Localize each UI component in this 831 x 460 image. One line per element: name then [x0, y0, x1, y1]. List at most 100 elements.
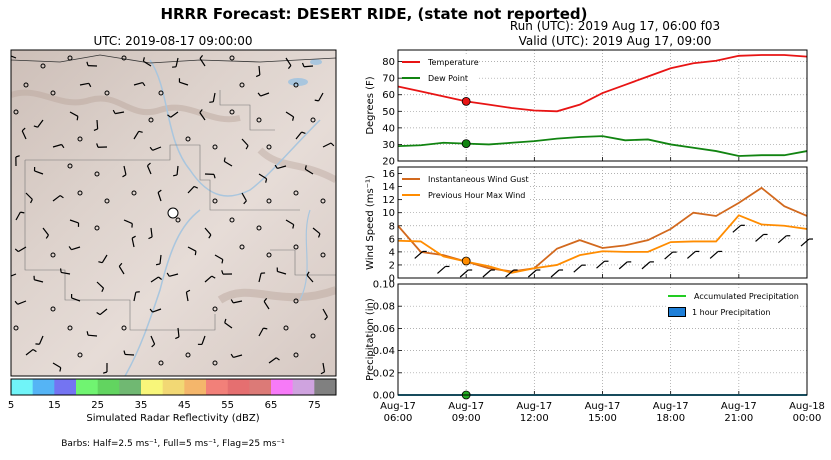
colorbar-tick-label: 75 [308, 400, 321, 411]
legend-swatch [668, 307, 686, 317]
wind-barb-flag [245, 145, 249, 150]
panel-wind-barb [527, 269, 537, 278]
calm-circle [256, 117, 262, 123]
calm-circle [158, 90, 164, 96]
x-tick-date: Aug-17 [448, 401, 484, 412]
wind-barb [150, 227, 153, 238]
wind-barb-flag [194, 251, 197, 256]
wind-barb-flag [223, 157, 226, 162]
calm-circle [293, 82, 299, 88]
wind-barb-flag [138, 130, 143, 133]
panel-wind-barb [550, 269, 560, 278]
wind-barb-flag [224, 318, 227, 323]
station-marker [167, 207, 179, 219]
wind-barb-flag [208, 234, 212, 239]
calm-circle [175, 217, 181, 223]
wind-barb-flag [59, 268, 62, 273]
wind-barb [233, 300, 243, 304]
y-tick-label: 70 [382, 74, 395, 85]
wind-barb [25, 192, 33, 200]
river [299, 209, 311, 301]
wind-barb-flag [292, 116, 295, 121]
y-tick-label: 20 [382, 157, 395, 168]
wind-barb [204, 227, 212, 236]
river [124, 209, 201, 376]
colorbar-cell [97, 379, 120, 395]
wind-barb [176, 165, 179, 176]
legend-wind-gust: Instantaneous Wind Gust [428, 174, 529, 184]
legend-hourly-precip: 1 hour Precipitation [692, 307, 771, 317]
y-tick-label: 0.02 [373, 368, 395, 379]
wind-barb-flag [157, 189, 162, 193]
wind-barb [52, 362, 62, 369]
wind-barb [11, 55, 17, 59]
map-frame [10, 49, 337, 377]
calm-circle [266, 252, 272, 258]
wind-barb-flag [98, 261, 103, 264]
wind-barb-flag [45, 234, 49, 239]
x-tick-time: 06:00 [384, 413, 413, 424]
wind-barb [241, 192, 247, 202]
wind-barb [34, 279, 44, 283]
calm-circle [131, 190, 137, 196]
calm-circle [293, 244, 299, 250]
wind-barb-flag [166, 272, 170, 277]
wind-barb-flag [148, 236, 153, 240]
run-label: Run (UTC): 2019 Aug 17, 06:00 f03 [510, 19, 720, 33]
panel-wind-barb [437, 266, 446, 274]
y-axis-label: Precipitation (in) [365, 298, 376, 381]
wind-barb [61, 271, 71, 275]
wind-barb [187, 246, 197, 252]
wind-barb [214, 254, 224, 260]
x-tick-time: 18:00 [656, 413, 685, 424]
wind-barb [157, 192, 162, 202]
wind-barb-flag [317, 233, 321, 238]
boundary-line [24, 160, 216, 331]
wind-barb [133, 131, 140, 140]
wind-barb [187, 186, 195, 194]
wind-barb-flag [158, 276, 162, 280]
wind-barb-flag [149, 146, 154, 151]
legend-temperature: Temperature [428, 57, 479, 67]
x-tick-date: Aug-18 [789, 401, 825, 412]
colorbar-cell [32, 379, 55, 395]
wind-barb-flag [142, 82, 146, 87]
wind-barb-flag [147, 162, 151, 167]
wind-barb-flag [86, 331, 89, 336]
wind-barb [101, 254, 108, 263]
wind-barb-flag [96, 311, 101, 316]
wind-barb [69, 219, 79, 224]
wind-barb [25, 348, 34, 356]
wind-barb-flag [101, 287, 105, 293]
wind-barb [79, 82, 89, 86]
calm-circle [239, 82, 245, 88]
wind-barb-flag [32, 348, 37, 353]
wind-barb [17, 246, 27, 253]
calm-circle [67, 55, 73, 61]
calm-circle [50, 306, 56, 312]
wind-barb-flag [304, 165, 307, 170]
x-tick-date: Aug-17 [380, 401, 416, 412]
wind-barb-flag [30, 199, 33, 204]
wind-barb-flag [199, 54, 204, 59]
colorbar-cell [11, 379, 33, 395]
wind-barb-flag [320, 371, 325, 375]
boundary-line [219, 90, 275, 131]
boundary-line [25, 144, 300, 211]
colorbar-tick-label: 5 [8, 400, 14, 411]
calm-circle [212, 306, 218, 312]
wind-barb [52, 195, 61, 202]
wind-barb-flag [5, 274, 8, 277]
x-tick-time: 09:00 [452, 413, 481, 424]
wind-barb [87, 334, 98, 337]
colorbar-tick-label: 35 [135, 400, 148, 411]
colorbar-tick-label: 65 [265, 400, 278, 411]
wind-legend: Instantaneous Wind Gust Previous Hour Ma… [402, 171, 529, 203]
wind-barb-flag [193, 185, 199, 189]
wind-barb-flag [257, 92, 261, 97]
calm-circle [293, 190, 299, 196]
wind-barb [71, 297, 81, 302]
wind-barb-flag [155, 263, 161, 266]
wind-barb-flag [118, 262, 123, 267]
